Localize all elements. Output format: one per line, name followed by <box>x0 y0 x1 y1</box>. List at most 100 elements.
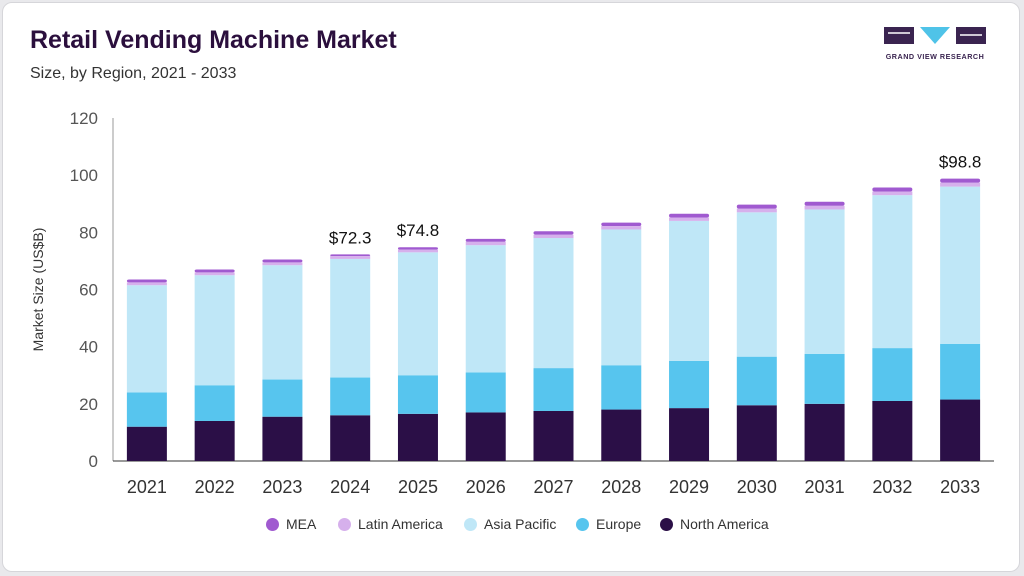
bar-segment-latin-america <box>465 241 506 246</box>
legend-label: MEA <box>286 516 317 532</box>
bar-segment-north-america <box>465 412 506 461</box>
bar-segment-europe <box>126 392 167 427</box>
bar-segment-mea <box>804 201 845 206</box>
y-tick-label: 60 <box>79 281 98 300</box>
bar-segment-latin-america <box>397 249 438 253</box>
bar-segment-mea <box>669 213 710 218</box>
legend-label: Latin America <box>358 516 443 532</box>
bar-segment-asia-pacific <box>330 258 371 378</box>
bar-segment-mea <box>601 222 642 227</box>
bar-segment-europe <box>736 356 777 406</box>
bar-segment-north-america <box>940 399 981 461</box>
bar-segment-north-america <box>601 409 642 461</box>
chart-legend: MEA Latin America Asia Pacific Europe North … <box>0 516 1024 536</box>
y-tick-label: 20 <box>79 395 98 414</box>
data-label: $74.8 <box>397 221 440 240</box>
bar-segment-asia-pacific <box>736 212 777 357</box>
x-tick-label: 2033 <box>940 477 980 497</box>
x-tick-label: 2031 <box>805 477 845 497</box>
bar-segment-latin-america <box>194 272 235 276</box>
bar-segment-north-america <box>397 413 438 461</box>
bar-segment-latin-america <box>601 226 642 230</box>
bar-segment-latin-america <box>533 234 574 239</box>
legend-item-mea: MEA <box>266 516 316 532</box>
x-tick-label: 2026 <box>466 477 506 497</box>
bar-segment-mea <box>330 254 371 257</box>
bar-segment-mea <box>465 238 506 242</box>
bar-segment-north-america <box>872 400 913 461</box>
bar-segment-latin-america <box>262 262 303 266</box>
bar-segment-latin-america <box>126 282 167 286</box>
bar-segment-europe <box>194 385 235 421</box>
x-tick-label: 2024 <box>330 477 370 497</box>
bar-segment-asia-pacific <box>397 252 438 376</box>
bar-segment-europe <box>601 365 642 410</box>
y-tick-label: 40 <box>79 338 98 357</box>
bar-segment-latin-america <box>804 205 845 210</box>
bar-segment-europe <box>397 375 438 414</box>
bar-segment-asia-pacific <box>872 195 913 349</box>
bar-segment-europe <box>330 377 371 416</box>
logo-wordmark: GRAND VIEW RESEARCH <box>885 52 985 61</box>
legend-swatch <box>660 517 673 531</box>
x-tick-label: 2023 <box>262 477 302 497</box>
x-tick-label: 2022 <box>195 477 235 497</box>
bar-segment-north-america <box>533 410 574 461</box>
y-tick-label: 100 <box>70 166 98 185</box>
legend-swatch <box>464 517 477 531</box>
x-tick-label: 2030 <box>737 477 777 497</box>
bar-segment-asia-pacific <box>262 265 303 380</box>
bar-segment-north-america <box>126 426 167 461</box>
bar-segment-europe <box>262 379 303 417</box>
bar-segment-latin-america <box>736 208 777 213</box>
grand-view-research-logo-icon <box>884 27 986 44</box>
bar-segment-north-america <box>194 420 235 461</box>
y-tick-label: 120 <box>70 109 98 128</box>
bar-segment-asia-pacific <box>940 186 981 344</box>
chart-subtitle: Size, by Region, 2021 - 2033 <box>30 65 237 82</box>
bar-segment-asia-pacific <box>669 220 710 361</box>
chart-title: Retail Vending Machine Market <box>30 26 397 54</box>
x-tick-label: 2029 <box>669 477 709 497</box>
legend-swatch <box>338 517 351 531</box>
y-tick-label: 80 <box>79 223 98 242</box>
bar-segment-north-america <box>804 403 845 461</box>
bar-segment-asia-pacific <box>804 209 845 354</box>
bar-segment-asia-pacific <box>126 285 167 393</box>
bar-segment-asia-pacific <box>533 238 574 369</box>
bar-segment-mea <box>397 247 438 250</box>
x-tick-label: 2027 <box>533 477 573 497</box>
x-tick-label: 2032 <box>872 477 912 497</box>
bar-segment-europe <box>669 360 710 409</box>
bar-segment-europe <box>533 368 574 411</box>
legend-label: North America <box>680 516 769 532</box>
bar-segment-europe <box>465 372 506 413</box>
bar-segment-latin-america <box>669 217 710 221</box>
bar-segment-north-america <box>736 405 777 461</box>
legend-item-latin-america: Latin America <box>338 516 443 532</box>
data-label: $98.8 <box>939 153 982 172</box>
bar-segment-europe <box>804 353 845 404</box>
bar-segment-latin-america <box>872 191 913 196</box>
legend-swatch <box>576 517 589 531</box>
y-tick-label: 0 <box>89 452 98 471</box>
bar-segment-latin-america <box>940 182 981 187</box>
bar-segment-north-america <box>330 415 371 461</box>
legend-label: Europe <box>596 516 642 532</box>
x-tick-label: 2021 <box>127 477 167 497</box>
y-axis-title: Market Size (US$B) <box>30 228 46 352</box>
bar-segment-asia-pacific <box>601 229 642 366</box>
x-tick-label: 2025 <box>398 477 438 497</box>
bar-segment-north-america <box>669 408 710 461</box>
bar-segment-north-america <box>262 416 303 461</box>
legend-item-europe: Europe <box>576 516 641 532</box>
bar-segment-mea <box>262 259 303 263</box>
x-tick-label: 2028 <box>601 477 641 497</box>
legend-item-asia-pacific: Asia Pacific <box>464 516 556 532</box>
bar-segment-europe <box>872 348 913 401</box>
bar-segment-mea <box>872 187 913 192</box>
bar-segment-mea <box>194 269 235 273</box>
bar-segment-mea <box>126 279 167 283</box>
